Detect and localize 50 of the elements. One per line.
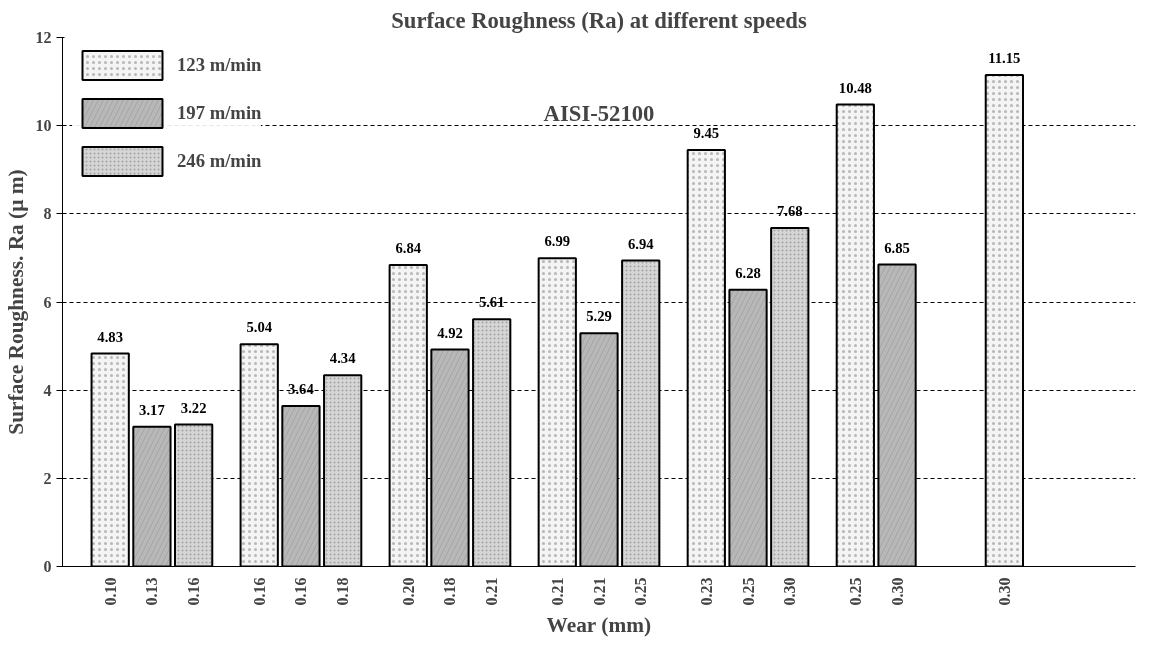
text: 0.16 [185, 577, 203, 606]
text: 0.21 [483, 577, 501, 606]
data-label: 9.45 [693, 124, 720, 141]
text: 0.30 [995, 577, 1013, 606]
text: 0.18 [441, 577, 459, 606]
data-label: 4.34 [329, 350, 357, 367]
data-label: 3.22 [180, 399, 207, 416]
y-axis-title: Surface Roughness. Ra (µ m) [3, 169, 28, 435]
text: 0.30 [781, 577, 799, 606]
legend-label: 197 m/min [177, 102, 262, 124]
y-tick-label: 8 [43, 205, 52, 223]
y-tick-label: 12 [35, 29, 52, 46]
text: 0.18 [334, 577, 352, 606]
y-tick-label: 6 [43, 293, 52, 311]
data-label: 11.15 [988, 49, 1021, 66]
text: 0.13 [143, 577, 161, 606]
y-tick-label: 4 [43, 381, 52, 399]
x-axis-title: Wear (mm) [546, 613, 652, 638]
text: 0.25 [846, 577, 864, 606]
text: 0.25 [632, 577, 650, 606]
data-label: 4.83 [97, 328, 124, 345]
data-label: 3.17 [139, 401, 165, 418]
text: 0.25 [739, 577, 757, 606]
data-label: 6.94 [627, 235, 655, 252]
data-label: 6.99 [544, 233, 571, 250]
legend-label: 123 m/min [177, 54, 262, 76]
y-tick-label: 10 [35, 117, 52, 135]
data-label: 5.04 [246, 319, 273, 336]
text: 0.30 [888, 577, 906, 606]
text: 0.21 [548, 577, 566, 606]
text: 0.16 [292, 577, 310, 606]
data-label: 5.61 [478, 294, 505, 311]
text: 0.16 [250, 577, 268, 606]
data-label: 6.85 [884, 239, 910, 256]
data-label: 3.64 [288, 381, 315, 398]
chart-title: Surface Roughness (Ra) at different speeds [391, 7, 807, 33]
data-label: 6.28 [735, 264, 761, 281]
text: 0.20 [399, 577, 417, 606]
data-label: 10.48 [838, 79, 872, 96]
text: 0.21 [590, 577, 608, 606]
legend-label: 246 m/min [177, 150, 262, 172]
y-tick-label: 0 [43, 558, 52, 575]
data-label: 7.68 [776, 202, 803, 219]
y-tick-label: 2 [43, 469, 52, 487]
text: 0.23 [697, 577, 715, 606]
text: 0.10 [101, 577, 119, 606]
annotation: AISI-52100 [543, 100, 655, 126]
data-label: 5.29 [586, 308, 612, 325]
data-label: 4.92 [437, 324, 463, 341]
data-label: 6.84 [395, 239, 422, 256]
